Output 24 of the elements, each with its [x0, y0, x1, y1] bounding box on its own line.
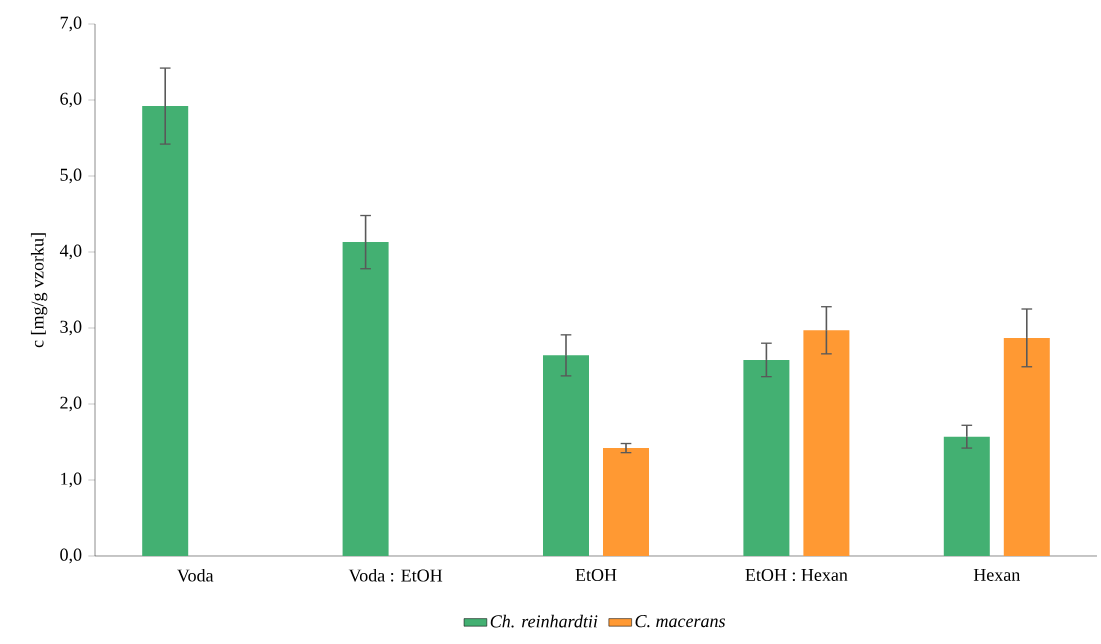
- x-tick-label: Hexan: [973, 568, 1021, 581]
- y-tick-label: 7,0: [60, 16, 82, 32]
- bar: [743, 359, 790, 556]
- bar: [543, 355, 589, 556]
- x-tick-label: EtOH: [575, 568, 617, 582]
- x-tick-label: EtOH : Hexan: [745, 568, 848, 582]
- y-tick-label: 4,0: [59, 244, 82, 260]
- y-tick-label: 3,0: [60, 320, 82, 336]
- x-tick-label: Voda : EtOH: [348, 568, 443, 582]
- bar: [943, 436, 990, 556]
- bar: [1003, 337, 1050, 556]
- y-tick-label: 1,0: [61, 472, 82, 488]
- legend-label: Ch. reinhardtii: [490, 614, 598, 628]
- x-tick-label: Voda: [177, 568, 214, 582]
- y-tick-label: 5,0: [60, 168, 82, 184]
- bar: [142, 106, 189, 556]
- y-tick-label: 2,0: [60, 396, 82, 412]
- legend-label: C. macerans: [635, 615, 725, 628]
- bar: [803, 330, 850, 556]
- y-tick-label: 6,0: [60, 92, 82, 108]
- bar: [603, 448, 649, 556]
- bar: [342, 242, 389, 556]
- y-axis-title: c [mg/g vzorku]: [30, 233, 48, 348]
- y-tick-label: 0,0: [60, 548, 82, 564]
